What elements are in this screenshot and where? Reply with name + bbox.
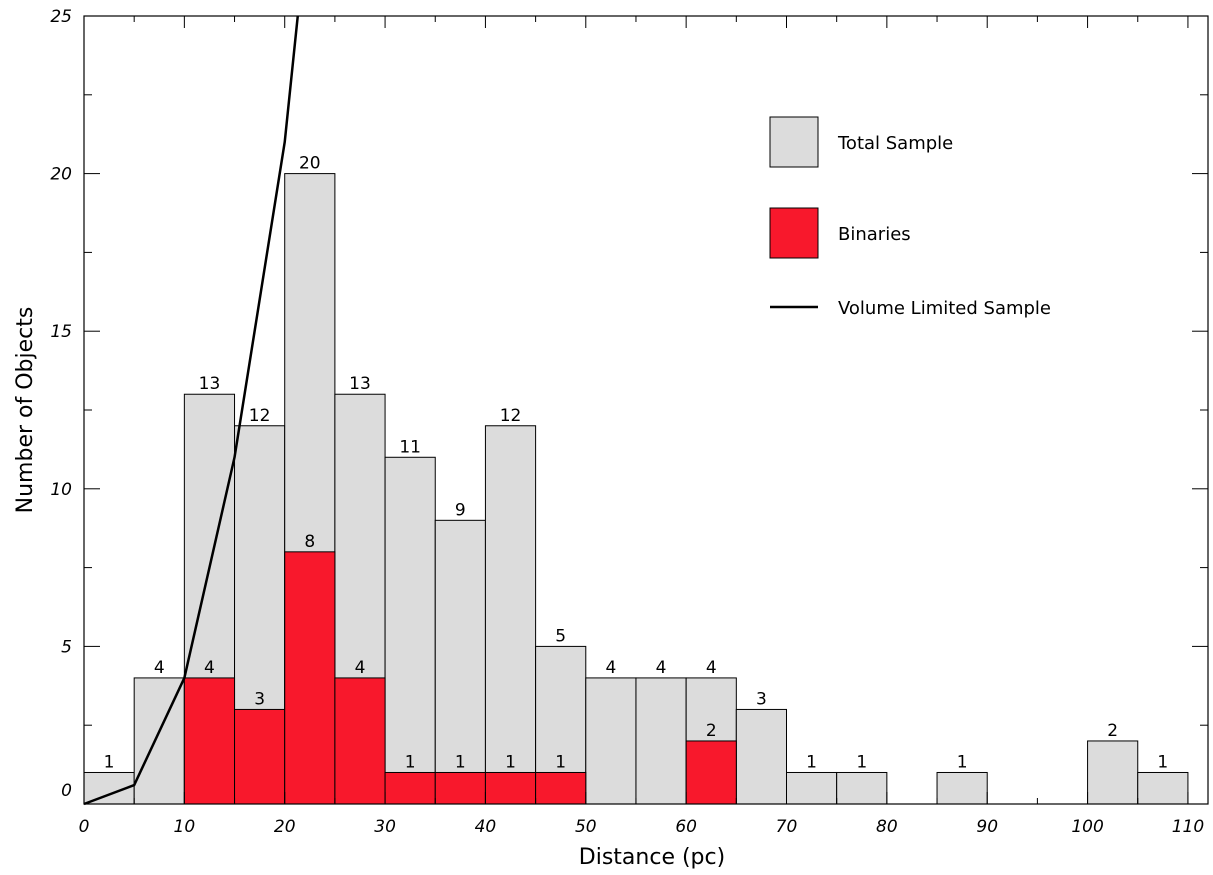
- binaries-bar: [686, 741, 736, 804]
- y-tick-label: 25: [50, 7, 72, 27]
- x-tick-label: 80: [876, 817, 898, 837]
- y-axis-title: Number of Objects: [13, 307, 38, 514]
- y-tick-label: 5: [61, 637, 72, 657]
- binaries-bar: [435, 772, 485, 804]
- binaries-count-label: 1: [455, 752, 466, 772]
- total-sample-count-label: 13: [349, 374, 371, 394]
- x-tick-label: 0: [79, 817, 90, 837]
- legend-label-binaries: Binaries: [838, 224, 911, 245]
- total-sample-bar: [1138, 772, 1188, 804]
- x-axis-title: Distance (pc): [579, 845, 725, 870]
- binaries-count-label: 1: [505, 752, 516, 772]
- total-sample-bar: [937, 772, 987, 804]
- total-sample-count-label: 4: [706, 658, 717, 678]
- total-sample-count-label: 1: [957, 752, 968, 772]
- x-tick-label: 50: [575, 817, 597, 837]
- binaries-count-label: 4: [204, 658, 215, 678]
- total-sample-count-label: 5: [555, 626, 566, 646]
- total-sample-count-label: 4: [605, 658, 616, 678]
- binaries-count-label: 1: [405, 752, 416, 772]
- y-tick-label: 20: [50, 165, 72, 185]
- x-tick-label: 90: [976, 817, 998, 837]
- total-sample-count-label: 1: [806, 752, 817, 772]
- total-sample-count-label: 20: [299, 154, 321, 174]
- total-sample-bar: [636, 678, 686, 804]
- x-tick-label: 100: [1071, 817, 1103, 837]
- total-sample-count-label: 1: [104, 752, 115, 772]
- y-tick-label: 0: [61, 781, 72, 801]
- x-tick-label: 70: [776, 817, 798, 837]
- total-sample-count-label: 2: [1107, 721, 1118, 741]
- binaries-bar: [536, 772, 586, 804]
- x-tick-label: 20: [274, 817, 296, 837]
- legend-swatch-total-sample: [770, 117, 818, 167]
- binaries-bar: [385, 772, 435, 804]
- total-sample-count-label: 4: [154, 658, 165, 678]
- legend-label-volume-limited: Volume Limited Sample: [838, 298, 1051, 319]
- total-sample-count-label: 12: [500, 406, 522, 426]
- total-sample-count-label: 4: [656, 658, 667, 678]
- x-tick-label: 10: [174, 817, 196, 837]
- total-sample-count-label: 12: [249, 406, 271, 426]
- binaries-bar: [184, 678, 234, 804]
- binaries-count-label: 8: [304, 532, 315, 552]
- total-sample-bar: [736, 709, 786, 804]
- total-sample-bar: [837, 772, 887, 804]
- total-sample-count-label: 13: [199, 374, 221, 394]
- binaries-bar: [335, 678, 385, 804]
- legend-swatch-binaries: [770, 208, 818, 258]
- binaries-bar: [285, 552, 335, 804]
- total-sample-count-label: 11: [399, 437, 421, 457]
- legend-label-total-sample: Total Sample: [837, 133, 953, 154]
- total-sample-bar: [787, 772, 837, 804]
- binaries-count-label: 4: [355, 658, 366, 678]
- x-tick-label: 30: [374, 817, 396, 837]
- total-sample-bar: [1088, 741, 1138, 804]
- y-tick-label: 15: [50, 322, 72, 342]
- x-tick-label: 110: [1172, 817, 1204, 837]
- binaries-bar: [235, 709, 285, 804]
- legend: Total Sample Binaries Volume Limited Sam…: [770, 117, 1051, 319]
- total-sample-count-label: 9: [455, 500, 466, 520]
- total-sample-count-label: 3: [756, 689, 767, 709]
- total-sample-bar: [586, 678, 636, 804]
- total-sample-bar: [485, 426, 535, 804]
- total-sample-count-label: 1: [1157, 752, 1168, 772]
- total-sample-count-label: 1: [856, 752, 867, 772]
- x-tick-label: 40: [475, 817, 497, 837]
- binaries-count-label: 3: [254, 689, 265, 709]
- binaries-bar: [485, 772, 535, 804]
- x-tick-label: 60: [675, 817, 697, 837]
- binaries-count-label: 2: [706, 721, 717, 741]
- binaries-count-label: 1: [555, 752, 566, 772]
- y-tick-label: 10: [50, 480, 72, 500]
